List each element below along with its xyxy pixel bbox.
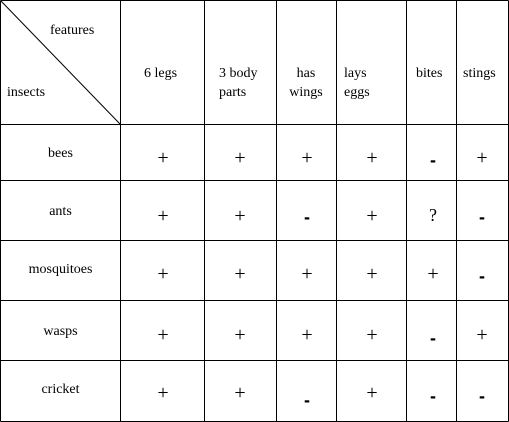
corner-diagonal [0,0,121,125]
cell-mark: + [234,382,246,404]
column-header-lays-eggs: lays eggs [344,64,370,102]
column-header-line: has [296,66,316,81]
row-name-cricket: cricket [41,382,80,397]
cell-mark: - [304,390,310,410]
column-header-line: 6 legs [144,66,178,81]
cell-mark: + [427,263,439,285]
cell-mark: + [301,147,313,169]
cell-mark: + [157,382,169,404]
cell-mark: + [366,382,378,404]
cell-mark: + [234,147,246,169]
corner-insects-label: insects [7,85,46,100]
cell-mark: + [234,263,246,285]
corner-features-label: features [50,23,95,38]
cell-mark: + [157,205,169,227]
column-header-line: eggs [344,85,370,100]
cell-mark: + [366,263,378,285]
cell-mark: + [476,324,488,346]
cell-mark: + [157,324,169,346]
cell-mark: + [157,147,169,169]
cell-mark: + [476,147,488,169]
column-header-line: wings [289,85,323,100]
column-header-has-wings: has wings [288,64,324,102]
cell-mark: + [366,205,378,227]
cell-mark: - [479,207,485,227]
column-header-line: parts [219,85,247,100]
column-header-3-body-parts: 3 body parts [219,64,258,102]
column-header-line: lays [344,66,367,81]
cell-mark: + [234,205,246,227]
cell-mark: - [304,207,310,227]
cell-mark: + [301,324,313,346]
row-name-ants: ants [49,204,72,219]
cell-mark: - [430,386,436,406]
cell-mark: + [157,263,169,285]
cell-mark: + [301,263,313,285]
row-name-wasps: wasps [43,324,78,339]
cell-mark: - [430,150,436,170]
cell-mark: + [366,147,378,169]
row-name-mosquitoes: mosquitoes [28,262,93,277]
cell-mark: + [234,324,246,346]
column-header-stings: stings [463,64,496,83]
cell-mark: ? [429,205,437,225]
column-header-line: 3 body [219,66,258,81]
row-name-bees: bees [48,146,73,161]
cell-mark: - [479,386,485,406]
column-header-line: stings [463,66,496,81]
cell-mark: - [430,328,436,348]
column-header-6-legs: 6 legs [144,64,177,83]
cell-mark: - [479,266,485,286]
cell-mark: + [366,324,378,346]
column-header-line: bites [416,66,443,81]
column-header-bites: bites [416,64,442,83]
